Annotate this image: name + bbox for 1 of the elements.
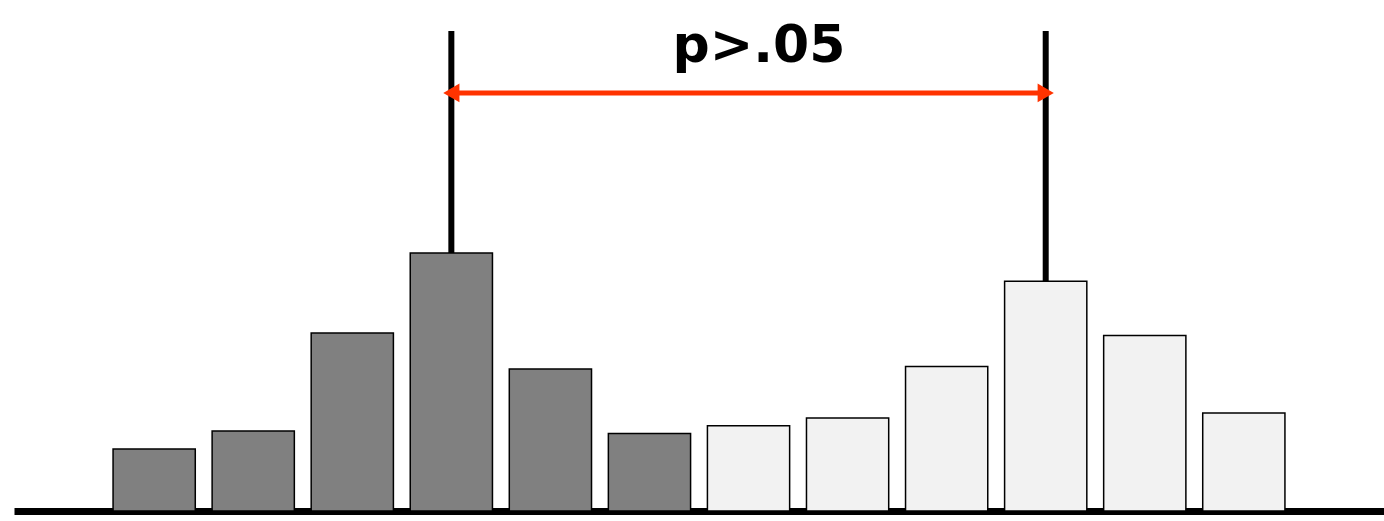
text: p>.05	[672, 14, 846, 75]
